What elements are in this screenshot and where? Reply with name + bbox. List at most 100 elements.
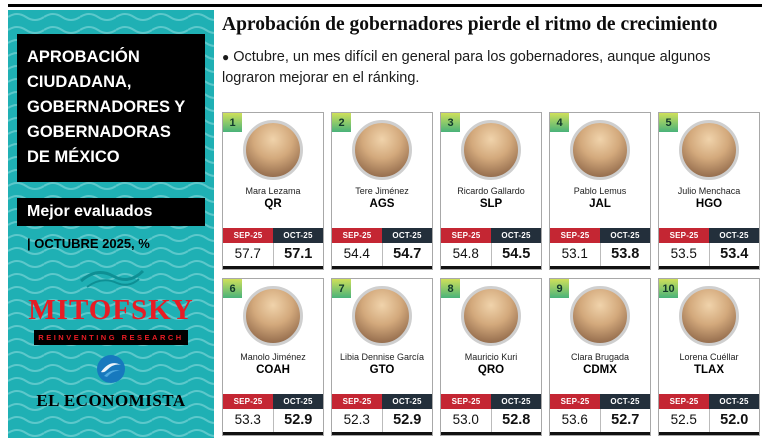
rank-badge: 9 — [550, 279, 569, 298]
page-title: Aprobación de gobernadores pierde el rit… — [222, 14, 718, 35]
period-headers: SEP-25 OCT-25 — [332, 394, 432, 409]
approval-values: 57.7 57.1 — [223, 243, 323, 269]
sep-value: 53.5 — [659, 243, 710, 266]
rank-badge: 1 — [223, 113, 242, 132]
mitofsky-tagline: REINVENTING RESEARCH — [34, 330, 188, 346]
governor-card: 8 Mauricio Kuri QRO SEP-25 OCT-25 53.0 5… — [440, 278, 542, 436]
approval-values: 53.0 52.8 — [441, 409, 541, 435]
oct-value: 52.7 — [611, 412, 640, 428]
governor-card: 4 Pablo Lemus JAL SEP-25 OCT-25 53.1 53.… — [549, 112, 651, 270]
oct-header: OCT-25 — [600, 228, 650, 243]
approval-values: 53.5 53.4 — [659, 243, 759, 269]
governor-name: Pablo Lemus — [573, 186, 627, 196]
governor-state: TLAX — [693, 364, 725, 376]
governor-photo — [352, 120, 412, 180]
oct-header: OCT-25 — [382, 228, 432, 243]
governor-photo — [352, 286, 412, 346]
oct-value: 54.5 — [502, 246, 531, 262]
oct-value: 54.7 — [393, 246, 422, 262]
governor-card: 1 Mara Lezama QR SEP-25 OCT-25 57.7 57.1 — [222, 112, 324, 270]
sep-value: 57.7 — [223, 243, 274, 266]
rank-badge: 5 — [659, 113, 678, 132]
rank-badge: 6 — [223, 279, 242, 298]
period-headers: SEP-25 OCT-25 — [550, 394, 650, 409]
governor-name: Clara Brugada — [570, 352, 630, 362]
governor-card: 6 Manolo Jiménez COAH SEP-25 OCT-25 53.3… — [222, 278, 324, 436]
governor-state: JAL — [589, 198, 611, 210]
governor-card: 10 Lorena Cuéllar TLAX SEP-25 OCT-25 52.… — [658, 278, 760, 436]
mitofsky-wave-icon — [8, 263, 214, 294]
approval-values: 52.5 52.0 — [659, 409, 759, 435]
governor-state: COAH — [256, 364, 290, 376]
sep-header: SEP-25 — [659, 394, 709, 409]
oct-value: 53.8 — [611, 246, 640, 262]
governor-state: HGO — [695, 198, 723, 210]
governor-name: Julio Menchaca — [677, 186, 741, 196]
oct-value: 52.9 — [284, 412, 313, 428]
governor-photo — [679, 120, 739, 180]
governor-state: CDMX — [583, 364, 617, 376]
governor-name: Ricardo Gallardo — [457, 186, 525, 196]
oct-header: OCT-25 — [273, 228, 323, 243]
period-headers: SEP-25 OCT-25 — [332, 228, 432, 243]
sep-header: SEP-25 — [223, 228, 273, 243]
bullet-icon: ● — [222, 50, 230, 64]
oct-header: OCT-25 — [709, 228, 759, 243]
oct-value: 52.0 — [720, 412, 749, 428]
governor-state: SLP — [479, 198, 503, 210]
sep-value: 54.4 — [332, 243, 383, 266]
governor-name: Libia Dennise García — [339, 352, 425, 362]
governor-card: 3 Ricardo Gallardo SLP SEP-25 OCT-25 54.… — [440, 112, 542, 270]
sep-value: 53.6 — [550, 409, 601, 432]
oct-header: OCT-25 — [709, 394, 759, 409]
governor-photo — [679, 286, 739, 346]
sep-header: SEP-25 — [223, 394, 273, 409]
governor-card: 9 Clara Brugada CDMX SEP-25 OCT-25 53.6 … — [549, 278, 651, 436]
sidebar-title: APROBACIÓN CIUDADANA, GOBERNADORES Y GOB… — [17, 34, 205, 183]
governor-photo — [243, 120, 303, 180]
sep-header: SEP-25 — [550, 228, 600, 243]
governor-photo — [243, 286, 303, 346]
governor-name: Lorena Cuéllar — [679, 352, 739, 362]
main-header: Aprobación de gobernadores pierde el rit… — [222, 14, 762, 89]
sep-header: SEP-25 — [550, 394, 600, 409]
governor-photo — [570, 286, 630, 346]
sep-value: 52.3 — [332, 409, 383, 432]
governor-name: Manolo Jiménez — [240, 352, 306, 362]
sep-value: 53.1 — [550, 243, 601, 266]
governor-photo — [461, 286, 521, 346]
oct-value: 57.1 — [284, 246, 313, 262]
sep-header: SEP-25 — [441, 228, 491, 243]
sidebar-highlight: Mejor evaluados — [17, 198, 205, 227]
governor-card: 2 Tere Jiménez AGS SEP-25 OCT-25 54.4 54… — [331, 112, 433, 270]
governor-name: Mauricio Kuri — [464, 352, 518, 362]
period-headers: SEP-25 OCT-25 — [659, 228, 759, 243]
approval-values: 53.6 52.7 — [550, 409, 650, 435]
governor-photo — [461, 120, 521, 180]
top-rule — [8, 4, 762, 7]
sep-value: 53.0 — [441, 409, 492, 432]
sep-value: 53.3 — [223, 409, 274, 432]
el-economista-logo: EL ECONOMISTA — [36, 391, 186, 411]
period-headers: SEP-25 OCT-25 — [441, 394, 541, 409]
rank-badge: 2 — [332, 113, 351, 132]
sep-header: SEP-25 — [332, 228, 382, 243]
governor-state: QR — [264, 198, 282, 210]
oct-header: OCT-25 — [491, 394, 541, 409]
period-headers: SEP-25 OCT-25 — [659, 394, 759, 409]
mitofsky-logo: MITOFSKY — [28, 294, 194, 327]
sep-value: 52.5 — [659, 409, 710, 432]
governor-name: Tere Jiménez — [355, 186, 409, 196]
governor-photo — [570, 120, 630, 180]
governor-card: 5 Julio Menchaca HGO SEP-25 OCT-25 53.5 … — [658, 112, 760, 270]
period-headers: SEP-25 OCT-25 — [223, 394, 323, 409]
sep-header: SEP-25 — [441, 394, 491, 409]
sidebar-period: | OCTUBRE 2025, % — [27, 236, 150, 252]
rank-badge: 8 — [441, 279, 460, 298]
lede: ● Octubre, un mes difícil en general para… — [222, 47, 742, 89]
period-headers: SEP-25 OCT-25 — [550, 228, 650, 243]
sidebar: APROBACIÓN CIUDADANA, GOBERNADORES Y GOB… — [8, 10, 214, 438]
oct-value: 52.8 — [502, 412, 531, 428]
governor-cards-grid: 1 Mara Lezama QR SEP-25 OCT-25 57.7 57.1… — [222, 112, 760, 436]
